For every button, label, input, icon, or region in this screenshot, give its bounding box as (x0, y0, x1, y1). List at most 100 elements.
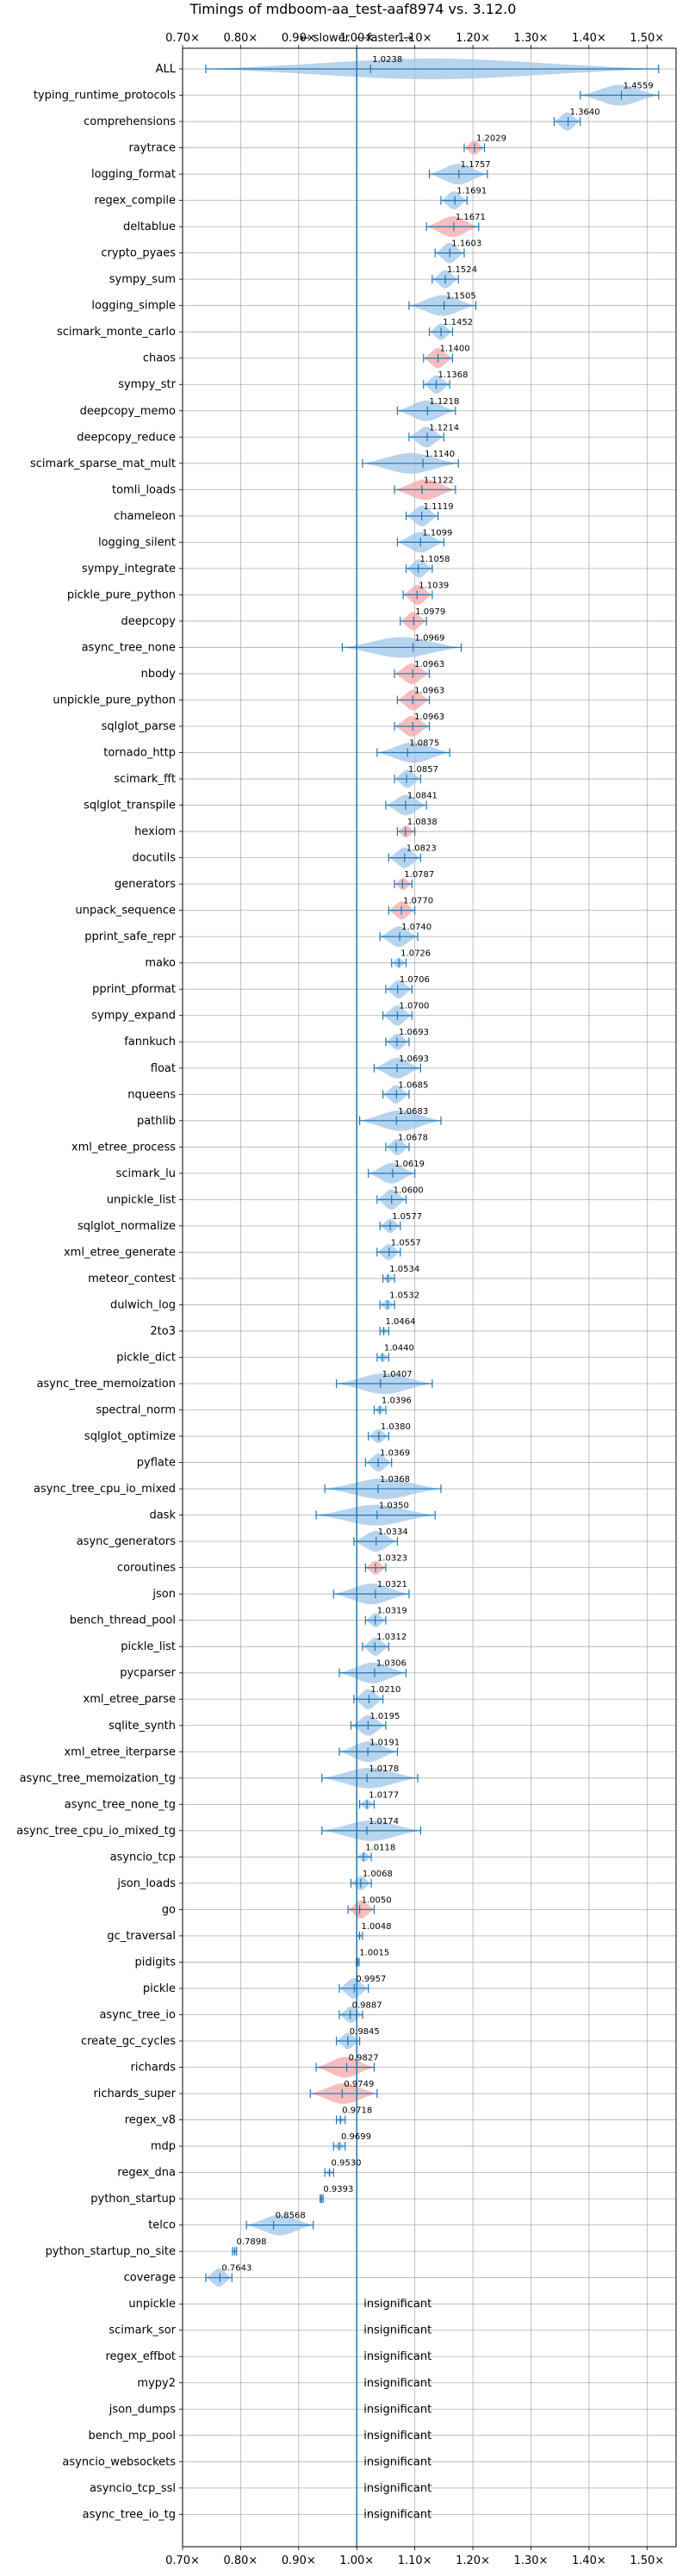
benchmark-label: mypy2 (137, 2377, 176, 2390)
value-label: 0.9845 (350, 2027, 380, 2037)
benchmark-label: bench_mp_pool (88, 2430, 176, 2442)
x-tick-label-bottom: 1.40× (572, 2554, 606, 2567)
benchmark-label: scimark_monte_carlo (57, 326, 176, 339)
benchmark-label: go (162, 1903, 176, 1916)
value-label: 1.1691 (456, 187, 487, 196)
benchmark-label: gc_traversal (107, 1930, 176, 1943)
value-label: 0.9749 (344, 2080, 374, 2089)
insignificant-label: insignificant (363, 2324, 431, 2337)
benchmark-label: pathlib (137, 1115, 176, 1128)
benchmark-label: coverage (124, 2272, 176, 2285)
benchmark-label: sympy_integrate (82, 563, 176, 576)
value-label: 1.0210 (370, 1685, 400, 1695)
x-tick-label-top: 1.10× (398, 32, 432, 45)
benchmark-label: docutils (132, 852, 176, 865)
benchmark-label: mako (145, 957, 176, 970)
value-label: 1.0534 (389, 1265, 419, 1274)
plot-frame (182, 47, 677, 2548)
benchmark-label: deepcopy_memo (80, 405, 176, 418)
value-label: 1.0577 (392, 1212, 422, 1222)
benchmark-label: scimark_lu (116, 1167, 176, 1180)
x-tick-label-top: 1.50× (630, 32, 664, 45)
value-label: 1.0050 (362, 1895, 392, 1905)
value-label: 1.0963 (414, 686, 444, 695)
value-label: 1.2029 (476, 134, 506, 144)
x-tick-label-bottom: 1.00× (339, 2554, 374, 2567)
benchmark-label: pickle_pure_python (67, 588, 176, 601)
value-label: 1.0823 (407, 844, 437, 854)
benchmark-label: xml_etree_iterparse (64, 1745, 176, 1758)
value-label: 1.0969 (415, 633, 445, 643)
value-label: 0.9530 (332, 2159, 362, 2168)
value-label: 1.0963 (414, 712, 444, 722)
value-label: 1.1099 (422, 528, 452, 538)
benchmark-label: deepcopy_reduce (77, 431, 176, 444)
value-label: 1.0191 (369, 1738, 400, 1747)
benchmark-label: pprint_pformat (92, 983, 176, 996)
value-label: 0.9699 (341, 2132, 371, 2142)
benchmark-label: async_tree_io_tg (83, 2508, 176, 2521)
benchmark-label: crypto_pyaes (101, 247, 176, 260)
x-tick-label-bottom: 1.10× (398, 2554, 432, 2567)
benchmark-label: mdp (151, 2140, 176, 2153)
value-label: 1.0321 (377, 1580, 407, 1590)
insignificant-label: insignificant (363, 2430, 431, 2442)
value-label: 1.4559 (624, 82, 654, 91)
benchmark-label: bench_thread_pool (70, 1615, 176, 1627)
x-tick-label-bottom: 0.80× (223, 2554, 258, 2567)
benchmark-label: asyncio_tcp (110, 1851, 176, 1864)
benchmark-label: unpickle_list (107, 1193, 176, 1206)
benchmark-label: json_loads (116, 1877, 176, 1890)
value-label: 1.0334 (378, 1528, 408, 1537)
label-layer: 0.70× 0.70× 0.80× 0.80× 0.90× 0.90× 1.00× 1.00×… (16, 32, 664, 2567)
x-tick-label-bottom: 1.30× (514, 2554, 549, 2567)
benchmark-label: telco (148, 2219, 176, 2232)
x-tick-label-top: 1.20× (456, 32, 490, 45)
value-label: 1.0068 (363, 1870, 393, 1879)
value-label: 1.0440 (384, 1343, 414, 1353)
benchmark-label: scimark_sor (109, 2324, 176, 2337)
chart-title: Timings of mdboom-aa_test-aaf8974 vs. 3.… (189, 1, 517, 18)
benchmark-label: pickle (143, 1982, 176, 1995)
benchmark-label: async_tree_none_tg (65, 1798, 176, 1811)
benchmark-label: float (151, 1062, 176, 1075)
value-label: 1.0841 (407, 792, 438, 801)
value-label: 1.0706 (400, 975, 430, 985)
value-label: 0.9957 (356, 1975, 386, 1984)
benchmark-label: json (152, 1588, 176, 1601)
value-label: 1.0312 (376, 1633, 407, 1642)
benchmark-label: nqueens (127, 1088, 176, 1101)
benchmark-label: json_dumps (109, 2403, 176, 2416)
benchmark-label: typing_runtime_protocols (34, 90, 176, 103)
benchmark-label: pycparser (120, 1667, 176, 1680)
benchmark-label: hexiom (134, 825, 176, 838)
benchmark-label: comprehensions (84, 115, 176, 128)
benchmark-label: sympy_expand (91, 1010, 176, 1023)
benchmark-label: pickle_list (121, 1640, 176, 1653)
value-label: 1.0693 (399, 1055, 429, 1064)
benchmark-label: logging_simple (91, 300, 176, 313)
insignificant-label: insignificant (363, 2403, 431, 2416)
value-label: 1.1505 (446, 292, 476, 302)
x-tick-label-top: 1.40× (572, 32, 606, 45)
x-tick-label-top: 0.90× (282, 32, 316, 45)
benchmark-label: sqlglot_parse (102, 720, 176, 733)
benchmark-label: raytrace (128, 142, 176, 155)
x-tick-label-top: 1.30× (514, 32, 549, 45)
benchmark-label: async_tree_io (99, 2008, 176, 2021)
benchmark-label: sqlite_synth (109, 1720, 176, 1733)
benchmark-label: tomli_loads (112, 483, 176, 496)
benchmark-label: dulwich_log (110, 1298, 176, 1311)
benchmark-label: pickle_dict (116, 1351, 176, 1364)
value-label: 1.0979 (415, 607, 445, 617)
value-label: 0.9887 (352, 2000, 382, 2010)
value-label: 1.0678 (398, 1133, 428, 1142)
value-label: 1.0838 (407, 818, 438, 827)
value-label: 0.9827 (349, 2054, 379, 2063)
value-label: 1.0350 (379, 1502, 409, 1511)
value-label: 1.1119 (424, 502, 454, 512)
value-label: 1.0323 (377, 1554, 407, 1564)
insignificant-label: insignificant (363, 2508, 431, 2521)
